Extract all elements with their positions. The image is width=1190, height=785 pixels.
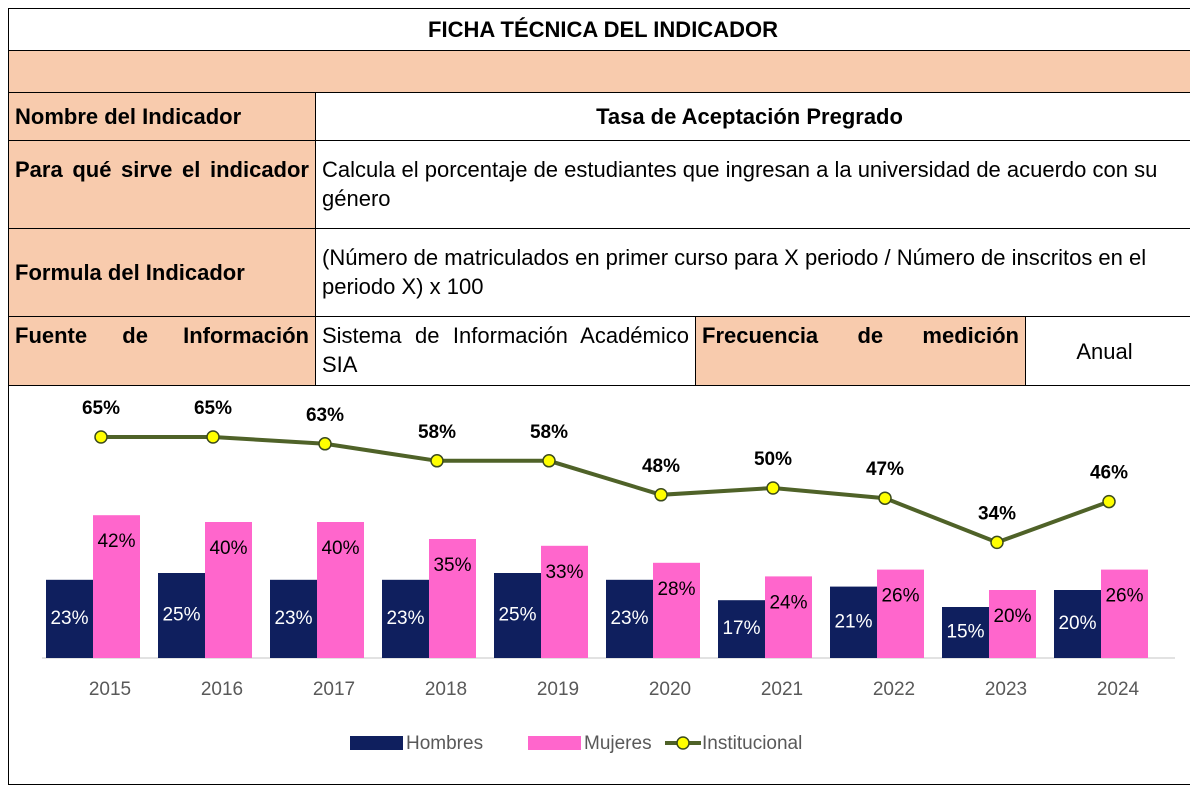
data-label: 28% bbox=[657, 579, 695, 600]
label-cell: Formula del Indicador bbox=[8, 228, 316, 317]
spacer-row bbox=[8, 50, 1190, 93]
value-cell: (Número de matriculados en primer curso … bbox=[315, 228, 1190, 317]
data-label: 63% bbox=[306, 405, 344, 426]
marker bbox=[990, 535, 1004, 550]
x-tick-label: 2020 bbox=[649, 679, 691, 700]
data-label: 50% bbox=[754, 449, 792, 470]
legend-label: Hombres bbox=[406, 733, 483, 754]
x-tick-label: 2019 bbox=[537, 679, 579, 700]
data-label: 23% bbox=[50, 608, 88, 629]
data-label: 48% bbox=[642, 456, 680, 477]
marker bbox=[654, 488, 668, 502]
label-cell: Frecuencia de medición bbox=[695, 316, 1026, 386]
label-cell: Fuente de Información bbox=[8, 316, 316, 386]
marker bbox=[206, 430, 220, 444]
data-label: 21% bbox=[834, 611, 872, 632]
legend-label: Institucional bbox=[702, 733, 802, 754]
data-label: 58% bbox=[418, 422, 456, 443]
legend-swatch bbox=[350, 736, 403, 750]
x-tick-label: 2018 bbox=[425, 679, 467, 700]
bar bbox=[877, 569, 924, 658]
x-tick-label: 2023 bbox=[985, 679, 1027, 700]
legend-swatch bbox=[676, 736, 690, 750]
data-label: 25% bbox=[162, 605, 200, 626]
marker bbox=[878, 491, 892, 505]
label-cell: Nombre del Indicador bbox=[8, 92, 316, 141]
marker bbox=[766, 481, 780, 495]
data-label: 20% bbox=[993, 606, 1031, 627]
bar bbox=[653, 562, 700, 658]
bar bbox=[942, 607, 989, 658]
x-tick-label: 2024 bbox=[1097, 679, 1140, 700]
data-label: 40% bbox=[321, 538, 359, 559]
bar bbox=[270, 579, 317, 658]
marker bbox=[94, 430, 108, 444]
bar bbox=[382, 579, 429, 658]
data-label: 35% bbox=[433, 555, 471, 576]
bar bbox=[765, 576, 812, 658]
data-label: 65% bbox=[82, 398, 120, 419]
bar bbox=[989, 590, 1036, 658]
data-label: 42% bbox=[97, 531, 135, 552]
bar bbox=[93, 515, 140, 658]
value-cell: Anual bbox=[1025, 316, 1190, 386]
bar bbox=[606, 579, 653, 658]
bar bbox=[1054, 590, 1101, 658]
marker bbox=[318, 437, 332, 451]
bar bbox=[158, 573, 205, 658]
data-label: 23% bbox=[386, 608, 424, 629]
data-label: 40% bbox=[209, 538, 247, 559]
bar bbox=[718, 600, 765, 658]
legend-swatch bbox=[528, 736, 581, 750]
data-label: 34% bbox=[978, 503, 1016, 524]
data-label: 17% bbox=[722, 618, 760, 639]
data-label: 58% bbox=[530, 422, 568, 443]
bar bbox=[205, 522, 252, 658]
data-label: 26% bbox=[1105, 586, 1143, 607]
bar bbox=[1101, 569, 1148, 658]
marker bbox=[430, 454, 444, 468]
data-label: 46% bbox=[1090, 463, 1128, 484]
marker bbox=[1102, 494, 1116, 509]
x-tick-label: 2015 bbox=[89, 679, 131, 700]
legend-label: Mujeres bbox=[584, 733, 652, 754]
bar bbox=[541, 545, 588, 658]
data-label: 65% bbox=[194, 398, 232, 419]
data-label: 47% bbox=[866, 459, 904, 480]
bar bbox=[830, 586, 877, 658]
data-label: 33% bbox=[545, 562, 583, 583]
bar bbox=[494, 573, 541, 658]
marker bbox=[542, 454, 556, 468]
bar bbox=[429, 539, 476, 658]
line bbox=[101, 435, 1110, 545]
bar bbox=[46, 579, 93, 658]
data-label: 23% bbox=[610, 608, 648, 629]
data-label: 15% bbox=[946, 622, 984, 643]
value-cell: Calcula el porcentaje de estudiantes que… bbox=[315, 140, 1190, 229]
bar bbox=[317, 522, 364, 658]
data-label: 23% bbox=[274, 608, 312, 629]
x-tick-label: 2016 bbox=[201, 679, 243, 700]
x-tick-label: 2022 bbox=[873, 679, 915, 700]
x-tick-label: 2017 bbox=[313, 679, 355, 700]
x-tick-label: 2021 bbox=[761, 679, 803, 700]
data-label: 24% bbox=[769, 592, 807, 613]
data-label: 25% bbox=[498, 605, 536, 626]
data-label: 26% bbox=[881, 586, 919, 607]
data-label: 20% bbox=[1058, 613, 1096, 634]
